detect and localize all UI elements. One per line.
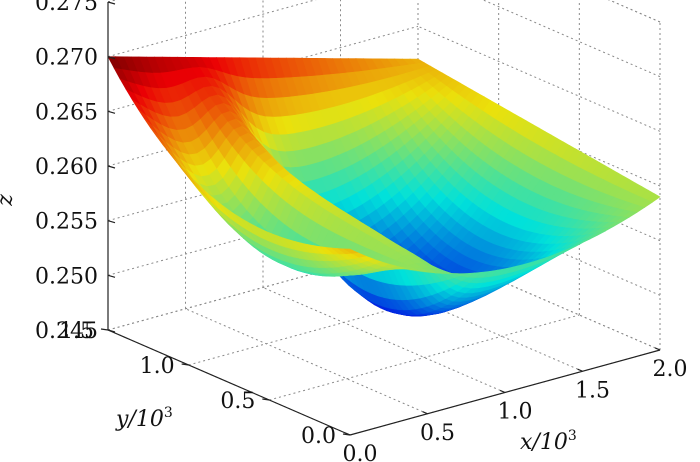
x-tick-mark bbox=[422, 411, 428, 415]
y-tick-mark bbox=[100, 328, 109, 331]
x-tick-label: 1.5 bbox=[575, 378, 610, 403]
z-tick-mark bbox=[107, 220, 116, 224]
y-axis-label-exponent: 3 bbox=[164, 405, 173, 421]
z-tick-label: 0.255 bbox=[35, 210, 98, 235]
grid-line bbox=[107, 0, 317, 58]
grid-line bbox=[262, 287, 506, 393]
z-tick-mark bbox=[107, 274, 116, 278]
tick-layer: 0.00.51.01.52.00.00.51.01.50.2450.2500.2… bbox=[35, 0, 687, 462]
z-tick-label: 0.260 bbox=[35, 155, 98, 180]
grid-line bbox=[482, 0, 661, 78]
grid-line bbox=[417, 244, 661, 351]
x-axis-label-exponent: 3 bbox=[568, 428, 577, 444]
y-axis-label-base: y/10 bbox=[115, 407, 164, 432]
surface-layer bbox=[107, 56, 661, 317]
grid-line bbox=[608, 0, 661, 23]
y-tick-mark bbox=[342, 433, 351, 436]
y-tick-label: 0.5 bbox=[220, 389, 255, 414]
z-tick-mark bbox=[107, 56, 116, 60]
y-tick-mark bbox=[181, 363, 189, 366]
z-tick-label: 0.275 bbox=[35, 0, 98, 16]
x-tick-mark bbox=[654, 347, 661, 351]
z-tick-label: 0.250 bbox=[35, 264, 98, 289]
y-tick-label: 0.0 bbox=[301, 424, 336, 449]
x-tick-label: 1.0 bbox=[498, 400, 533, 425]
surface-patch bbox=[343, 248, 359, 254]
grid-line bbox=[269, 314, 580, 401]
z-tick-mark bbox=[107, 165, 116, 169]
y-tick-mark bbox=[262, 398, 270, 401]
z-tick-mark bbox=[107, 329, 116, 333]
grid-line bbox=[608, 0, 661, 23]
x-tick-mark bbox=[577, 368, 583, 372]
x-tick-label: 0.5 bbox=[420, 421, 455, 446]
grid-line bbox=[185, 308, 428, 415]
y-tick-label: 1.5 bbox=[59, 319, 94, 344]
z-tick-label: 0.265 bbox=[35, 100, 98, 125]
grid-line bbox=[417, 25, 661, 132]
z-tick-label: 0.245 bbox=[35, 319, 98, 344]
grid-line bbox=[340, 265, 583, 372]
x-tick-mark bbox=[499, 389, 506, 394]
x-axis-label-base: x/10 bbox=[520, 430, 568, 455]
x-axis-label: x/103 bbox=[520, 428, 577, 455]
z-axis-label: z bbox=[0, 194, 18, 207]
grid-line bbox=[107, 244, 419, 331]
y-axis-line bbox=[107, 329, 351, 436]
z-tick-mark bbox=[107, 1, 116, 5]
z-tick-label: 0.270 bbox=[35, 46, 98, 71]
y-tick-label: 1.0 bbox=[140, 354, 175, 379]
grid-line bbox=[188, 279, 499, 366]
z-tick-mark bbox=[107, 110, 116, 114]
x-tick-label: 0.0 bbox=[343, 442, 378, 462]
x-tick-label: 2.0 bbox=[653, 357, 688, 382]
y-axis-label: y/103 bbox=[115, 405, 173, 432]
